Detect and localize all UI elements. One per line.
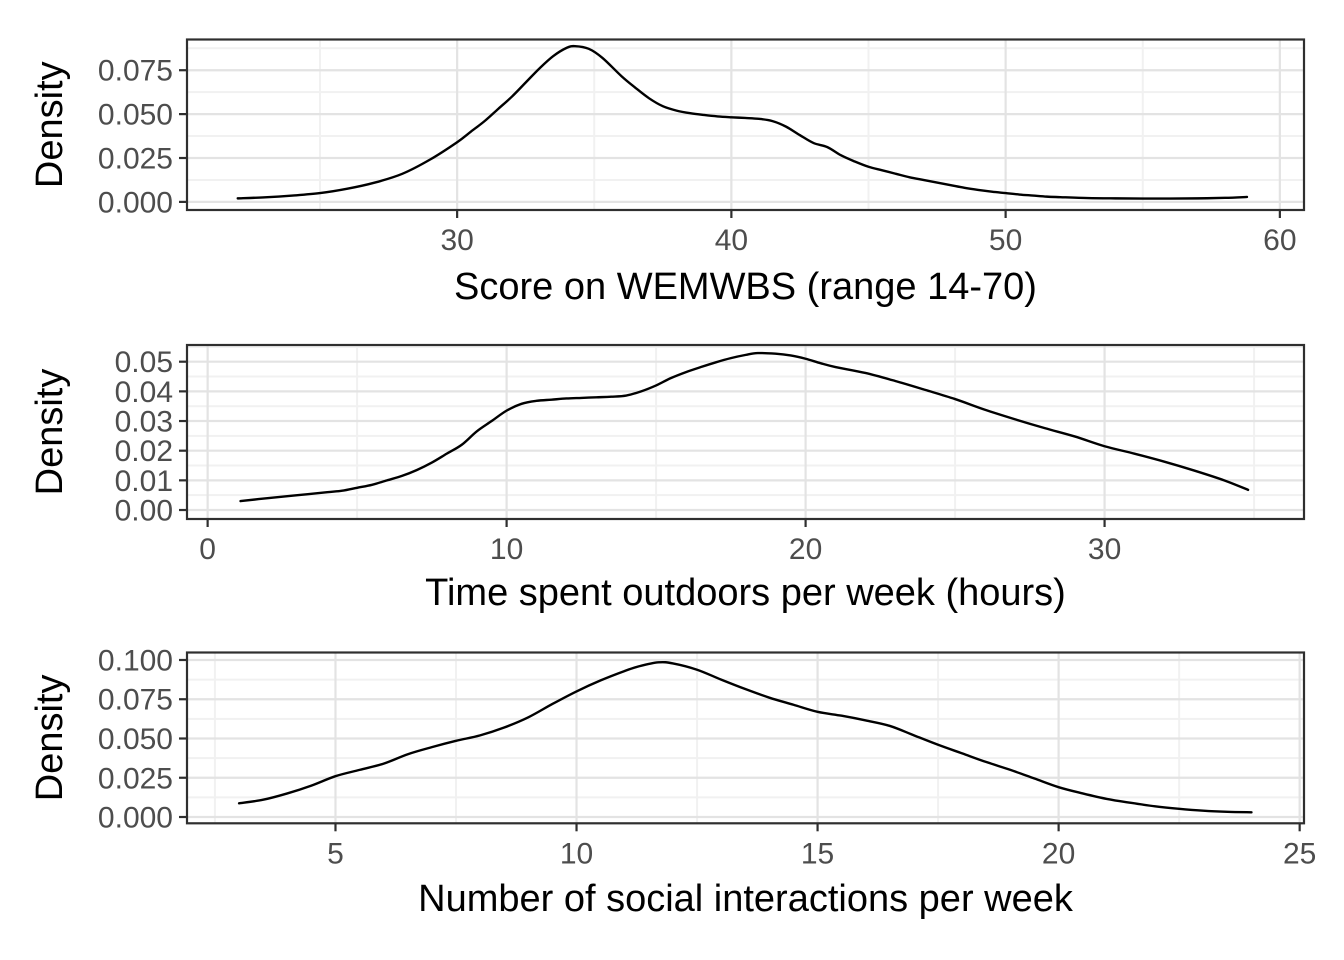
x-tick-label: 60	[1263, 224, 1296, 257]
y-tick-label: 0.04	[115, 376, 173, 409]
x-tick-label: 0	[199, 533, 216, 566]
y-tick-label: 0.00	[115, 495, 173, 528]
panel-border	[185, 38, 1306, 212]
x-tick-label: 40	[715, 224, 748, 257]
x-tick-label: 10	[490, 533, 523, 566]
x-tick-label: 25	[1283, 837, 1316, 870]
y-axis-title: Density	[29, 61, 71, 188]
density-curve	[239, 351, 1250, 503]
y-tick-label: 0.05	[115, 346, 173, 379]
density-curve	[236, 44, 1249, 200]
x-axis-title: Score on WEMWBS (range 14-70)	[454, 266, 1037, 308]
y-tick-label: 0.03	[115, 406, 173, 439]
density-plot-0: 30 40 50 60 0.000 0.025 0.050 0.075 Score on WEM…	[29, 38, 1306, 308]
y-tick-label: 0.025	[98, 143, 173, 176]
y-axis-title: Density	[29, 369, 71, 496]
y-tick-label: 0.000	[98, 802, 173, 835]
panel-background	[187, 39, 1304, 210]
x-tick-label: 30	[440, 224, 473, 257]
panel-border	[185, 343, 1306, 521]
x-tick-label: 5	[327, 837, 344, 870]
x-axis-title: Number of social interactions per week	[418, 878, 1074, 920]
x-tick-label: 15	[801, 837, 834, 870]
x-tick-label: 20	[789, 533, 822, 566]
density-plot-1: 0 10 20 30 0.000.010.020.030.040.05 Time spen…	[29, 343, 1306, 614]
y-tick-label: 0.01	[115, 465, 173, 498]
y-tick-label: 0.100	[98, 644, 173, 677]
y-tick-label: 0.000	[98, 186, 173, 219]
y-tick-label: 0.050	[98, 723, 173, 756]
x-tick-label: 10	[560, 837, 593, 870]
x-tick-label: 50	[989, 224, 1022, 257]
y-tick-label: 0.02	[115, 435, 173, 468]
y-axis-title: Density	[29, 675, 71, 802]
density-curve	[237, 660, 1253, 814]
x-tick-label: 20	[1042, 837, 1075, 870]
x-tick-label: 30	[1088, 533, 1121, 566]
density-plot-2: 5 10 15 20 25 0.000 0.025 0.050 0.075 0.100 Number…	[29, 644, 1316, 920]
panel-background	[187, 345, 1304, 519]
y-tick-label: 0.075	[98, 55, 173, 88]
y-tick-label: 0.075	[98, 684, 173, 717]
y-tick-label: 0.025	[98, 762, 173, 795]
y-tick-label: 0.050	[98, 99, 173, 132]
x-axis-title: Time spent outdoors per week (hours)	[425, 572, 1066, 614]
